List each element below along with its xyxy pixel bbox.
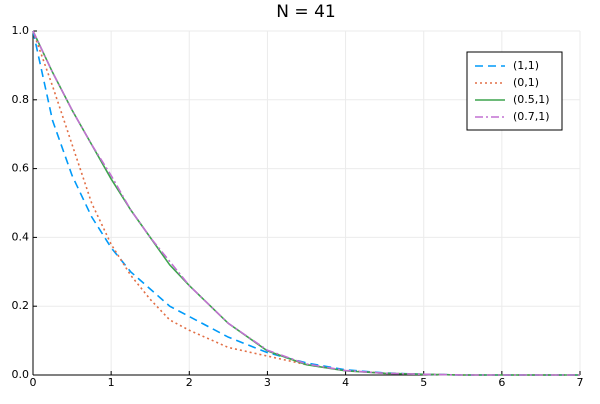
legend-label: (0.5,1) <box>513 93 550 106</box>
x-tick-label: 1 <box>108 376 115 389</box>
y-tick-label: 1.0 <box>12 24 30 37</box>
x-tick-label: 3 <box>264 376 271 389</box>
x-tick-label: 4 <box>342 376 349 389</box>
x-tick-label: 6 <box>498 376 505 389</box>
y-tick-label: 0.4 <box>12 230 30 243</box>
legend-label: (1,1) <box>513 59 539 72</box>
series-line <box>32 30 580 376</box>
legend-label: (0,1) <box>513 76 539 89</box>
x-tick-label: 2 <box>186 376 193 389</box>
x-tick-label: 0 <box>30 376 37 389</box>
y-tick-label: 0.8 <box>12 93 30 106</box>
series-line <box>32 30 580 376</box>
y-tick-label: 0.0 <box>12 368 30 381</box>
y-tick-label: 0.2 <box>12 299 30 312</box>
legend-label: (0.7,1) <box>513 110 550 123</box>
x-tick-label: 7 <box>577 376 584 389</box>
y-tick-label: 0.6 <box>12 162 30 175</box>
x-tick-label: 5 <box>420 376 427 389</box>
chart-title: N = 41 <box>276 2 335 22</box>
